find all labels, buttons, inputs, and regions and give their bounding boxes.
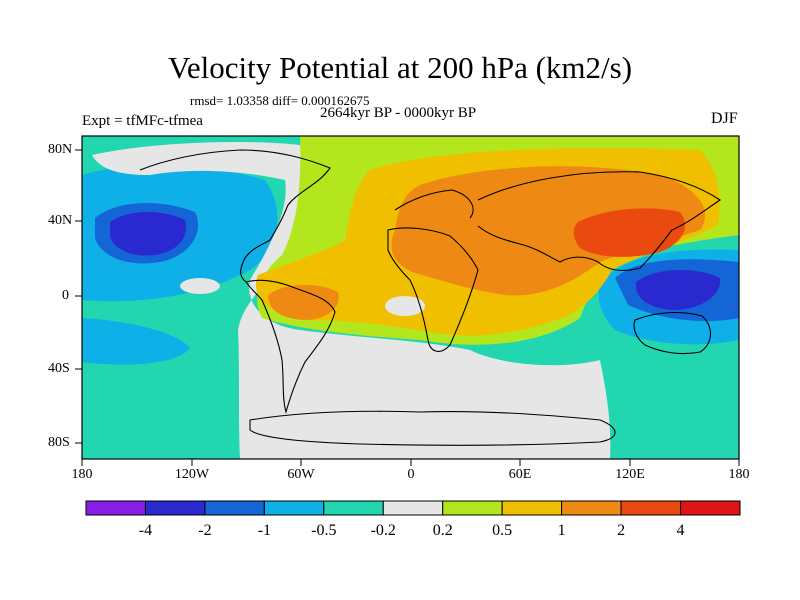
lon-tick-120e: 120E <box>615 467 645 482</box>
lon-tick-180w: 180 <box>71 467 93 482</box>
lat-tick-40n: 40N <box>48 213 73 228</box>
colorbar-swatch <box>382 500 444 516</box>
lon-tick-120w: 120W <box>174 467 210 482</box>
colorbar-label: -4 <box>138 522 153 539</box>
colorbar-swatch <box>620 500 682 516</box>
contour-fill-grey-neutral <box>92 142 611 459</box>
contour-fill-grey-atlantic <box>385 296 425 316</box>
period-line: 2664kyr BP - 0000kyr BP <box>320 105 477 121</box>
coastlines <box>139 149 721 446</box>
colorbar-label: 0.2 <box>432 522 453 539</box>
lon-tick-60e: 60E <box>508 467 532 482</box>
colorbar-label: 2 <box>617 522 626 539</box>
contour-fill-orange-asia <box>391 166 706 296</box>
colorbar-label: 4 <box>676 522 685 539</box>
contour-fill-grey-small <box>180 278 220 294</box>
coast-africa <box>387 227 479 352</box>
colorbar-swatch <box>263 500 325 516</box>
coast-south-america <box>245 279 336 415</box>
contour-fill-orange-amazon <box>268 284 339 320</box>
experiment-line: Expt = tfMFc-tfmea <box>82 113 203 129</box>
lat-tick-80s: 80S <box>48 435 70 450</box>
coast-australia <box>633 312 711 355</box>
lon-tick-0: 0 <box>407 467 415 482</box>
colorbar-label: 0.5 <box>492 522 513 539</box>
colorbar-swatch <box>680 500 741 516</box>
colorbar-swatch <box>561 500 622 516</box>
colorbar-swatch <box>204 500 265 516</box>
velocity-potential-field <box>82 136 739 459</box>
axis-ticks <box>75 149 740 466</box>
coast-asia <box>477 171 721 272</box>
colorbar-label: -1 <box>257 522 272 539</box>
colorbar-label: -2 <box>198 522 212 539</box>
lat-tick-0: 0 <box>62 288 69 303</box>
colorbar-label: -0.5 <box>311 522 337 539</box>
lat-tick-80n: 80N <box>48 142 73 157</box>
colorbar <box>85 500 741 516</box>
coast-europe <box>394 189 474 219</box>
colorbar-swatch <box>144 500 206 516</box>
colorbar-label: 1 <box>557 522 566 539</box>
season-label: DJF <box>711 110 738 127</box>
contour-fill-cyan-south-pacific <box>82 318 190 365</box>
colorbar-swatch <box>442 500 503 516</box>
lon-tick-180e: 180 <box>728 467 750 482</box>
coast-antarctica <box>249 410 616 446</box>
plot-title: Velocity Potential at 200 hPa (km2/s) <box>167 50 633 85</box>
coast-north-america <box>139 149 331 283</box>
contour-fill-darkblue-westpac <box>635 269 721 310</box>
colorbar-swatch <box>323 500 384 516</box>
lat-tick-40s: 40S <box>48 361 70 376</box>
stats-line: rmsd= 1.03358 diff= 0.000162675 <box>190 93 370 108</box>
colorbar-swatch <box>85 500 146 516</box>
contour-fill-redorange-eastasia <box>573 208 686 257</box>
colorbar-swatch <box>501 500 563 516</box>
contour-fill-darkblue-pacific <box>110 212 187 256</box>
lon-tick-60w: 60W <box>287 467 315 482</box>
colorbar-label: -0.2 <box>370 522 396 539</box>
